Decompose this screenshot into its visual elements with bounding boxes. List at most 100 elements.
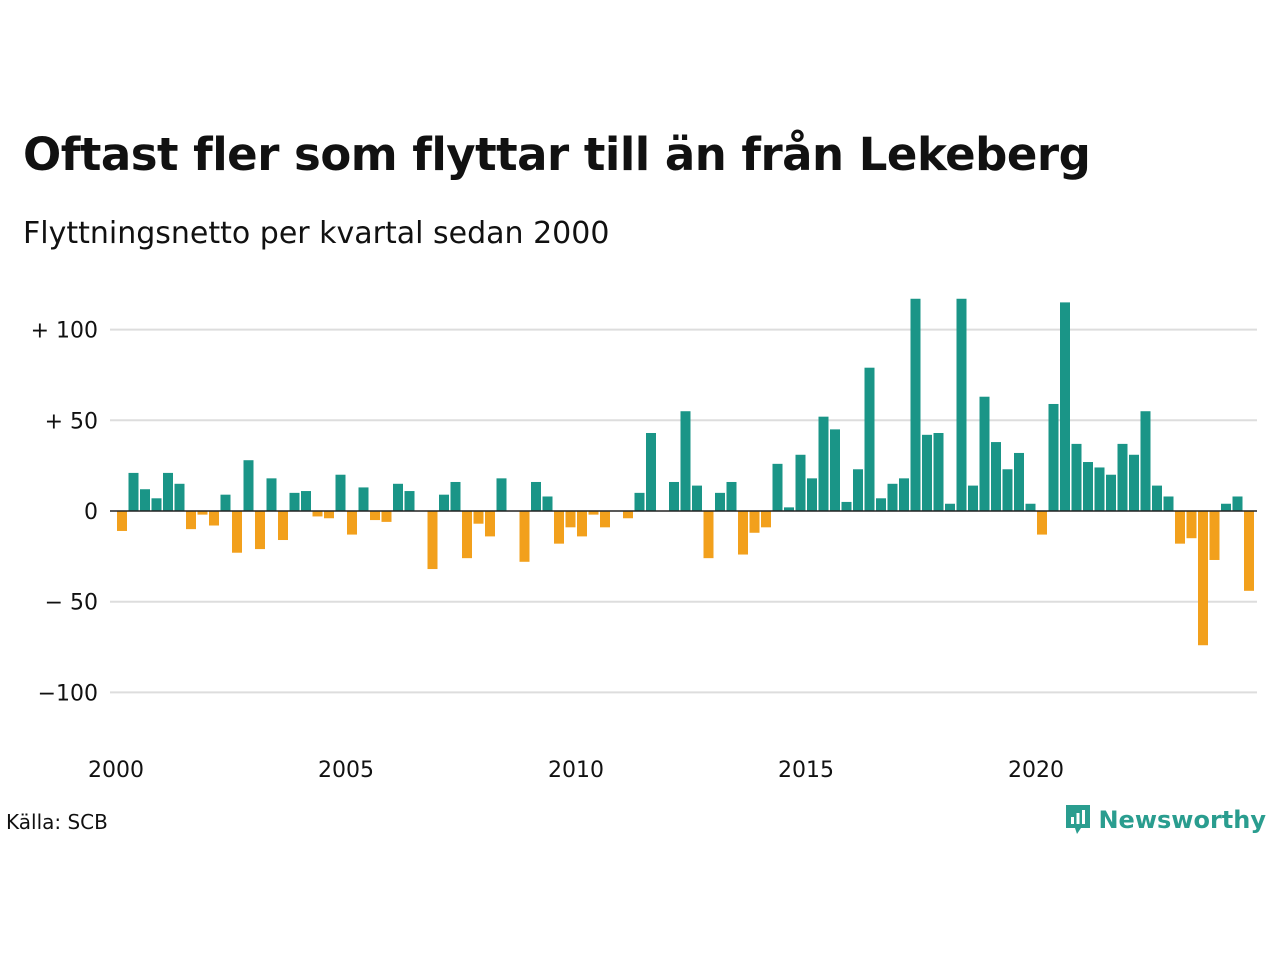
bar [289, 492, 300, 511]
bar [266, 478, 277, 511]
bar [232, 511, 242, 553]
bar [853, 469, 863, 511]
bar [1221, 503, 1231, 511]
bars [117, 298, 1254, 646]
bar [864, 367, 875, 511]
bar [945, 503, 955, 511]
bar [761, 511, 771, 528]
bar [772, 463, 783, 511]
bar [577, 511, 587, 537]
bar [588, 511, 599, 515]
bar [370, 511, 380, 521]
newsworthy-logo: Newsworthy [1064, 803, 1266, 837]
bar [358, 487, 369, 511]
bar [485, 511, 495, 537]
bar [473, 511, 484, 524]
bar [1048, 403, 1059, 511]
bar [979, 396, 990, 511]
y-tick-label: 0 [84, 500, 98, 525]
x-tick-label: 2010 [548, 758, 604, 783]
bar [347, 511, 357, 535]
bar [1025, 503, 1036, 511]
bar [738, 511, 748, 555]
bar [381, 511, 392, 522]
bar [991, 442, 1001, 511]
y-tick-label: + 100 [31, 319, 98, 344]
bar [1152, 485, 1162, 511]
y-tick-label: −100 [38, 681, 98, 706]
bar [1232, 496, 1243, 511]
bar [163, 472, 173, 511]
bar [209, 511, 219, 526]
bar [1071, 443, 1082, 511]
brand-name: Newsworthy [1098, 806, 1266, 834]
bar [818, 416, 829, 511]
bar [519, 511, 530, 562]
bar [174, 483, 185, 511]
bar [301, 491, 311, 511]
bar [600, 511, 610, 528]
bar [795, 454, 806, 511]
bar [715, 492, 725, 511]
bar [968, 485, 978, 511]
bar [565, 511, 576, 528]
bar [1186, 511, 1197, 539]
x-tick-label: 2005 [318, 758, 374, 783]
bar [623, 511, 633, 519]
bar [197, 511, 208, 515]
bar [1014, 452, 1024, 511]
bar [669, 481, 679, 511]
axes: + 100 + 50 0 − 50 −100 2000 2005 2010 2015 2020 [31, 319, 1257, 783]
bar [922, 434, 932, 511]
bar [117, 511, 127, 531]
bar [1002, 469, 1013, 511]
bar [255, 511, 265, 550]
chart-title: Oftast fler som flyttar till än från Lek… [23, 128, 1091, 181]
bar [335, 474, 346, 511]
bar [1037, 511, 1047, 535]
bar [531, 481, 541, 511]
bar [956, 298, 967, 511]
bar [646, 432, 656, 511]
bar [542, 496, 553, 511]
bar [496, 478, 507, 511]
bar [692, 485, 702, 511]
bar [1094, 467, 1105, 511]
x-tick-label: 2000 [88, 758, 144, 783]
bar [933, 432, 944, 511]
bar [910, 298, 921, 511]
bar [554, 511, 564, 544]
x-tick-label: 2020 [1008, 758, 1064, 783]
chart-subtitle: Flyttningsnetto per kvartal sedan 2000 [23, 216, 610, 251]
bar [393, 483, 403, 511]
bar [1209, 511, 1220, 560]
bar [324, 511, 334, 519]
bar [140, 489, 150, 511]
bar [278, 511, 288, 541]
newsworthy-chart-icon [1066, 805, 1091, 834]
bar [312, 511, 323, 517]
bar [1106, 474, 1116, 511]
bar [462, 511, 472, 559]
bar [634, 492, 645, 511]
bar [1163, 496, 1174, 511]
bar [1060, 302, 1070, 511]
bar [1140, 411, 1151, 511]
bar [128, 472, 139, 511]
y-tick-label: − 50 [45, 591, 98, 616]
bar [450, 481, 461, 511]
bar [243, 460, 254, 511]
bar [841, 501, 852, 511]
bar [1244, 511, 1254, 591]
bar [427, 511, 438, 570]
bar [220, 494, 231, 511]
bar [784, 507, 794, 511]
bar [186, 511, 196, 530]
bar [1117, 443, 1128, 511]
bar [807, 478, 817, 511]
bar [876, 498, 886, 511]
bar [1198, 511, 1208, 646]
bar [726, 481, 737, 511]
bar [830, 429, 840, 511]
